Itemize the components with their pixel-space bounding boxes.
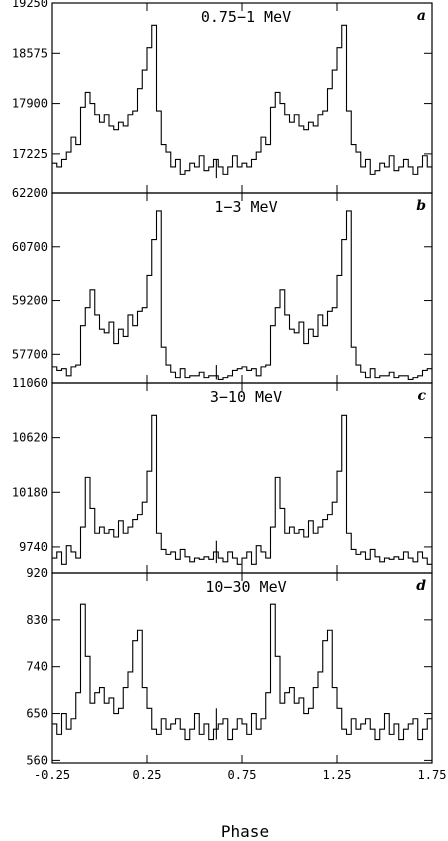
panel-b-ytick-label: 60700 <box>12 240 48 254</box>
panel-a-ytick-label: 17225 <box>12 147 48 161</box>
panel-a-ytick-label: 18575 <box>12 46 48 60</box>
panel-a-letter: a <box>417 8 426 24</box>
x-tick-label: -0.25 <box>34 768 70 782</box>
panel-c-frame <box>51 382 433 574</box>
panel-c-ytick-label: 11060 <box>12 376 48 390</box>
x-tick-label: 0.75 <box>228 768 257 782</box>
panel-b-ytick-label: 62200 <box>12 186 48 200</box>
panel-d-ytick-label: 650 <box>26 707 48 721</box>
panel-d-ytick-label: 740 <box>26 660 48 674</box>
panel-c-title: 3−10 MeV <box>210 388 282 406</box>
panel-c-ytick-label: 10620 <box>12 431 48 445</box>
panel-b-title: 1−3 MeV <box>214 198 277 216</box>
x-tick-label: 0.25 <box>133 768 162 782</box>
panel-c-histogram-series <box>52 414 432 565</box>
x-axis-label: Phase <box>221 822 269 841</box>
panel-d-letter: d <box>416 578 426 594</box>
panel-d-ytick-label: 920 <box>26 566 48 580</box>
panel-d-ytick-label: 830 <box>26 613 48 627</box>
panel-a-ytick-label: 19250 <box>12 0 48 10</box>
panel-a-ytick-label: 17900 <box>12 97 48 111</box>
x-tick-label: 1.25 <box>323 768 352 782</box>
panel-d-histogram-series <box>52 603 432 741</box>
panel-c-ytick-label: 10180 <box>12 485 48 499</box>
panel-d-title: 10−30 MeV <box>205 578 286 596</box>
panel-c-letter: c <box>417 388 426 404</box>
panel-b-histogram-series <box>52 210 432 380</box>
panel-d-ytick-label: 560 <box>26 753 48 767</box>
panel-a-title: 0.75−1 MeV <box>201 8 291 26</box>
panel-a-histogram-series <box>52 24 432 175</box>
panel-b-frame <box>51 192 433 384</box>
panel-c-ytick-label: 9740 <box>19 540 48 554</box>
panel-b-ytick-label: 57700 <box>12 347 48 361</box>
x-tick-label: 1.75 <box>418 768 447 782</box>
panel-b-ytick-label: 59200 <box>12 294 48 308</box>
panel-b-letter: b <box>416 198 426 214</box>
